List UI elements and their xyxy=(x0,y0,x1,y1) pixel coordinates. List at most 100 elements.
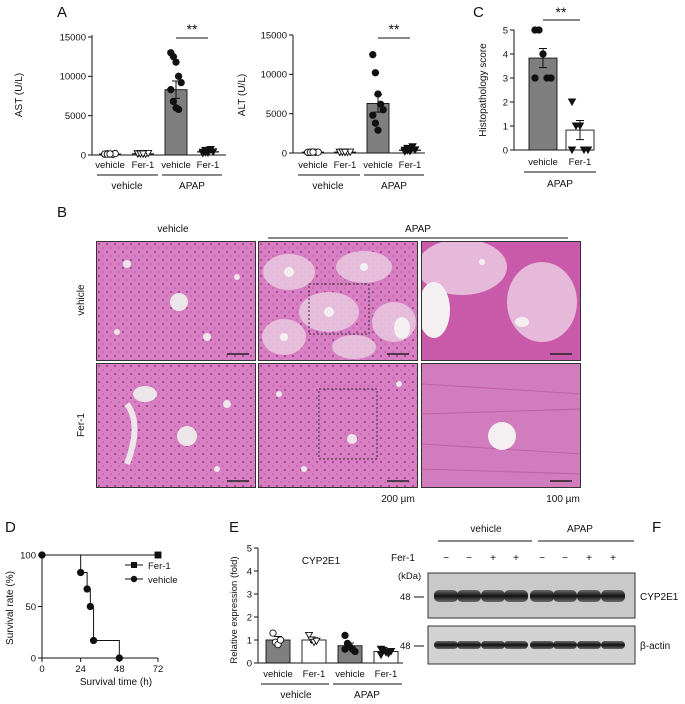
histo-point-1-2 xyxy=(575,122,585,131)
blot-lane-mark-4: − xyxy=(539,553,545,564)
cyp-point-2-0 xyxy=(341,631,349,640)
alt-point-2-4 xyxy=(379,106,387,114)
panel-f-figure: F vehicle APAP Fer-1 (kDa) − − + + − − + + 48 4… xyxy=(391,519,679,665)
alt-point-2-5 xyxy=(369,111,377,119)
alt-ytick-3: 15000 xyxy=(261,30,287,41)
actin-band-5 xyxy=(553,641,577,649)
histo-row-fer1: Fer-1 xyxy=(76,413,87,437)
blot-kda: (kDa) xyxy=(398,571,421,582)
survival-ytick-2: 100 xyxy=(20,550,36,561)
alt-point-2-6 xyxy=(371,119,380,127)
actin-band-3 xyxy=(504,641,528,649)
ast-ytick-2: 10000 xyxy=(60,72,86,83)
histo-point-0-4 xyxy=(547,74,555,82)
alt-y-label: ALT (U/L) xyxy=(237,74,248,116)
cyp2e1-band-3 xyxy=(504,590,528,602)
histo-row-label-vehicle-svg: vehicle Fer-1 xyxy=(76,284,87,437)
survival-xtick-2: 48 xyxy=(114,664,125,675)
cyp-tick-fer1-apap: Fer-1 xyxy=(375,669,398,680)
histo-vehicle-apap-zoom xyxy=(421,241,581,361)
ast-point-2-6 xyxy=(169,97,178,106)
scale-bar-100: 100 µm xyxy=(546,494,580,505)
histo-y-label: Histopathology score xyxy=(478,43,489,137)
panel-b-header: B vehicle APAP xyxy=(57,204,568,239)
histo-tick-vehicle: vehicle xyxy=(528,157,558,168)
histo-point-1-4 xyxy=(583,146,593,155)
alt-group-vehicle: vehicle xyxy=(312,181,344,192)
ast-significance: ** xyxy=(187,21,198,37)
cyp-point-2-4 xyxy=(351,647,359,656)
alt-significance: ** xyxy=(389,21,400,37)
scale-bar-labels: 200 µm 100 µm xyxy=(381,494,580,505)
survival-xtick-1: 24 xyxy=(75,664,86,675)
cyp-point-0-3 xyxy=(276,636,285,644)
histo-col-vehicle: vehicle xyxy=(157,224,189,235)
ast-group-vehicle: vehicle xyxy=(111,181,143,192)
histo-row-vehicle: vehicle xyxy=(76,284,87,316)
survival-point-1-0 xyxy=(38,551,46,559)
cyp-ytick-1: 1 xyxy=(247,635,252,646)
blot-label-cyp2e1: CYP2E1 xyxy=(640,592,679,603)
cyp-point-0-0 xyxy=(269,629,277,637)
histo-point-0-5 xyxy=(531,74,539,82)
alt-tick-fer1: Fer-1 xyxy=(334,160,357,171)
actin-band-0 xyxy=(434,641,458,649)
cyp-ytick-5: 5 xyxy=(247,543,252,554)
cyp-group-vehicle: vehicle xyxy=(280,690,312,701)
cyp2e1-band-2 xyxy=(481,590,505,602)
actin-band-2 xyxy=(481,641,505,649)
histo-col-apap: APAP xyxy=(405,224,431,235)
blot-lane-mark-7: + xyxy=(610,553,616,564)
ast-point-1-7 xyxy=(138,150,148,159)
histo-point-0-1 xyxy=(535,26,543,34)
cyp2e1-band-5 xyxy=(553,590,577,602)
survival-point-0-1 xyxy=(154,551,162,559)
histo-ytick-4: 4 xyxy=(503,49,508,60)
scale-bar-200: 200 µm xyxy=(381,494,415,505)
ast-point-0-7 xyxy=(106,150,114,158)
blot-lane-mark-2: + xyxy=(490,553,496,564)
legend-marker-fer1 xyxy=(131,562,137,568)
cyp-tick-fer1: Fer-1 xyxy=(303,669,326,680)
cyp-ytick-0: 0 xyxy=(247,658,252,669)
histo-ytick-1: 1 xyxy=(503,121,508,132)
ast-tick-vehicle: vehicle xyxy=(95,160,125,171)
actin-band-1 xyxy=(457,641,481,649)
histo-fer1-vehicle xyxy=(96,363,256,488)
cyp-y-label: Relative expression (fold) xyxy=(229,556,240,663)
blot-header-apap: APAP xyxy=(567,524,593,535)
blot-lane-mark-6: + xyxy=(586,553,592,564)
cyp2e1-band-0 xyxy=(434,590,458,602)
survival-xtick-0: 0 xyxy=(39,664,44,675)
histo-tick-fer1: Fer-1 xyxy=(569,157,592,168)
survival-point-1-5 xyxy=(115,654,123,662)
cyp-point-1-3 xyxy=(312,637,321,646)
ast-point-2-8 xyxy=(174,105,183,114)
ast-point-2-4 xyxy=(177,78,185,87)
cyp2e1-band-6 xyxy=(577,590,601,602)
cyp-ytick-3: 3 xyxy=(247,589,252,600)
blot-header-vehicle: vehicle xyxy=(470,524,502,535)
cyp-point-3-4 xyxy=(386,648,396,656)
ast-y-label: AST (U/L) xyxy=(14,73,25,117)
survival-xtick-3: 72 xyxy=(153,664,164,675)
blot-row-fer1: Fer-1 xyxy=(391,553,415,564)
cyp-point-1-0 xyxy=(304,631,314,640)
blot-lane-mark-1: − xyxy=(466,553,472,564)
histo-significance: ** xyxy=(556,4,567,20)
panel-e-figure: E CYP2E1 Relative expression (fold) 0 1 2 3… xyxy=(229,519,403,701)
cyp-ytick-2: 2 xyxy=(247,612,252,623)
actin-band-6 xyxy=(577,641,601,649)
ast-point-2-3 xyxy=(174,72,183,80)
cyp2e1-band-7 xyxy=(601,590,625,602)
histo-point-1-0 xyxy=(567,98,577,107)
cyp-ytick-4: 4 xyxy=(247,566,252,577)
alt-tick-vehicle: vehicle xyxy=(298,160,328,171)
panel-label-a: A xyxy=(57,4,67,21)
ast-point-3-7 xyxy=(203,149,213,158)
blot-lane-mark-5: − xyxy=(562,553,568,564)
alt-point-2-1 xyxy=(371,69,380,77)
legend-fer1: Fer-1 xyxy=(148,561,171,572)
alt-group-apap: APAP xyxy=(381,181,407,192)
